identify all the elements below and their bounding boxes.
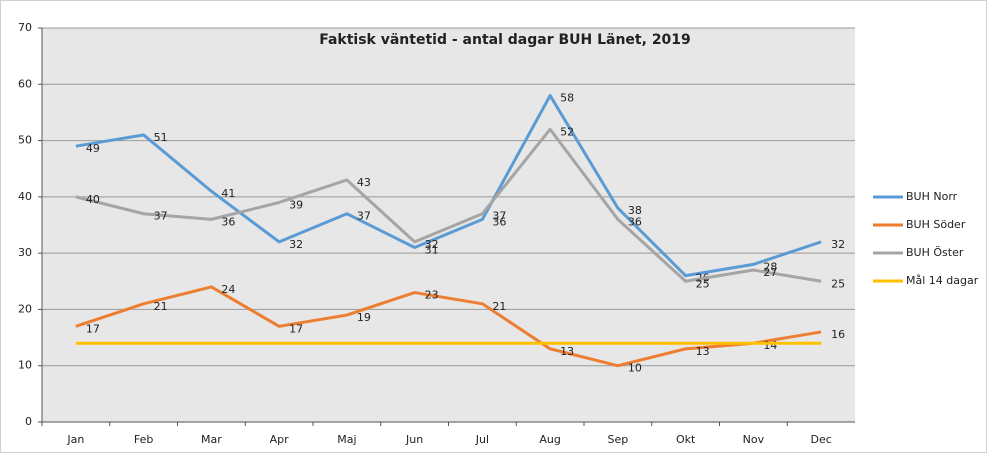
x-tick-label: Maj [337,433,356,446]
data-label: 38 [628,204,642,217]
data-label: 19 [357,311,371,324]
legend-label: Mål 14 dagar [906,274,979,287]
series-line [75,285,822,368]
data-label: 32 [831,238,845,251]
data-label: 24 [221,283,235,296]
data-label: 27 [763,266,777,279]
data-label: 25 [831,277,845,290]
data-label: 32 [289,238,303,251]
data-label: 16 [831,328,845,341]
data-label: 37 [492,210,506,223]
legend-label: BUH Söder [906,218,966,231]
data-label: 13 [560,345,574,358]
data-label: 17 [86,322,100,335]
legend-label: BUH Öster [906,246,964,259]
data-label: 37 [154,210,168,223]
x-tick-label: Feb [134,433,153,446]
data-label: 41 [221,187,235,200]
data-label: 28 [763,260,777,273]
x-tick-label: Nov [743,433,765,446]
y-tick-label: 30 [18,246,32,259]
data-label: 58 [560,92,574,105]
y-tick-label: 50 [18,134,32,147]
data-label: 40 [86,193,100,206]
data-label: 23 [425,289,439,302]
x-tick-label: Jul [475,433,489,446]
plot-area [42,28,855,422]
x-tick-label: Okt [676,433,696,446]
x-tick-label: Dec [810,433,831,446]
data-label: 36 [221,215,235,228]
data-label: 43 [357,176,371,189]
data-label: 49 [86,142,100,155]
x-tick-label: Sep [608,433,629,446]
y-tick-label: 60 [18,77,32,90]
data-label: 36 [628,215,642,228]
data-label: 21 [492,300,506,313]
data-label: 32 [425,238,439,251]
y-tick-label: 70 [18,21,32,34]
data-label: 39 [289,198,303,211]
data-label: 36 [492,215,506,228]
y-tick-label: 10 [18,359,32,372]
data-label: 17 [289,322,303,335]
chart-title: Faktisk väntetid - antal dagar BUH Länet… [319,32,691,48]
data-label: 10 [628,362,642,375]
data-label: 37 [357,210,371,223]
series-line [75,127,822,283]
x-tick-label: Aug [539,433,560,446]
data-label: 14 [763,339,777,352]
x-tick-label: Mar [201,433,222,446]
data-label: 13 [696,345,710,358]
x-tick-label: Apr [270,433,290,446]
data-label: 21 [154,300,168,313]
y-tick-label: 40 [18,190,32,203]
data-label: 52 [560,125,574,138]
x-tick-label: Jun [405,433,423,446]
x-tick-label: Jan [66,433,84,446]
y-tick-label: 0 [25,415,32,428]
legend-label: BUH Norr [906,190,958,203]
y-tick-label: 20 [18,302,32,315]
data-label: 51 [154,131,168,144]
series-line [75,94,822,278]
data-label: 25 [696,277,710,290]
data-label: 31 [425,244,439,257]
